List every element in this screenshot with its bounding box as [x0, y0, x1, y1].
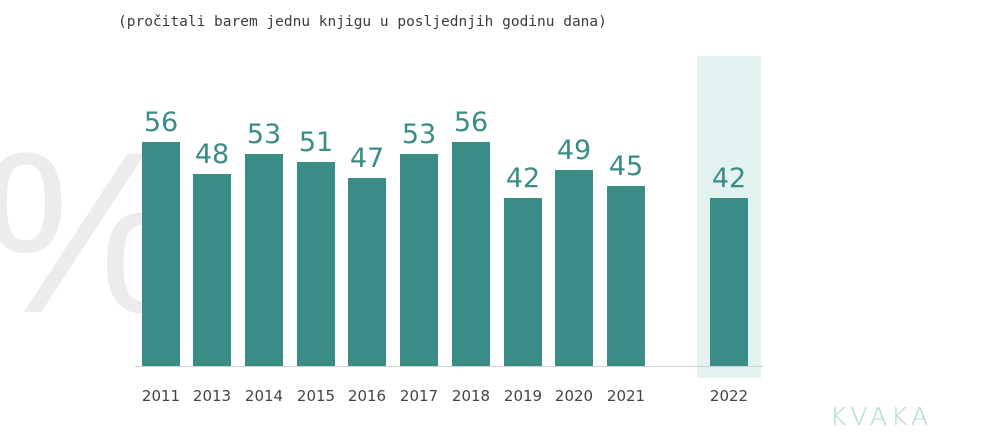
bar-2016 — [348, 178, 386, 366]
bar-2015 — [297, 162, 335, 366]
value-label-2020: 49 — [557, 135, 591, 166]
bar-2022 — [710, 198, 748, 366]
tick-label-2017: 2017 — [400, 387, 438, 405]
bar-2020 — [555, 170, 593, 366]
bar-2014 — [245, 154, 283, 366]
value-label-2014: 53 — [247, 119, 281, 150]
value-label-2013: 48 — [195, 139, 229, 170]
tick-label-2022: 2022 — [710, 387, 748, 405]
bar-2018 — [452, 142, 490, 366]
bar-2011 — [142, 142, 180, 366]
value-label-2021: 45 — [609, 151, 643, 182]
tick-label-2019: 2019 — [504, 387, 542, 405]
tick-label-2016: 2016 — [348, 387, 386, 405]
tick-label-2011: 2011 — [142, 387, 180, 405]
tick-label-2015: 2015 — [297, 387, 335, 405]
tick-label-2014: 2014 — [245, 387, 283, 405]
chart-subtitle: (pročitali barem jednu knjigu u posljedn… — [118, 14, 607, 30]
bar-2017 — [400, 154, 438, 366]
value-label-2022: 42 — [712, 163, 746, 194]
tick-label-2018: 2018 — [452, 387, 490, 405]
bar-2021 — [607, 186, 645, 366]
value-label-2016: 47 — [350, 143, 384, 174]
bar-2019 — [504, 198, 542, 366]
bar-2013 — [193, 174, 231, 366]
value-label-2017: 53 — [402, 119, 436, 150]
value-label-2019: 42 — [506, 163, 540, 194]
value-label-2011: 56 — [144, 107, 178, 138]
value-label-2015: 51 — [299, 127, 333, 158]
tick-label-2013: 2013 — [193, 387, 231, 405]
tick-label-2021: 2021 — [607, 387, 645, 405]
kvaka-logo: KVAKA — [830, 402, 933, 431]
tick-label-2020: 2020 — [555, 387, 593, 405]
value-label-2018: 56 — [454, 107, 488, 138]
